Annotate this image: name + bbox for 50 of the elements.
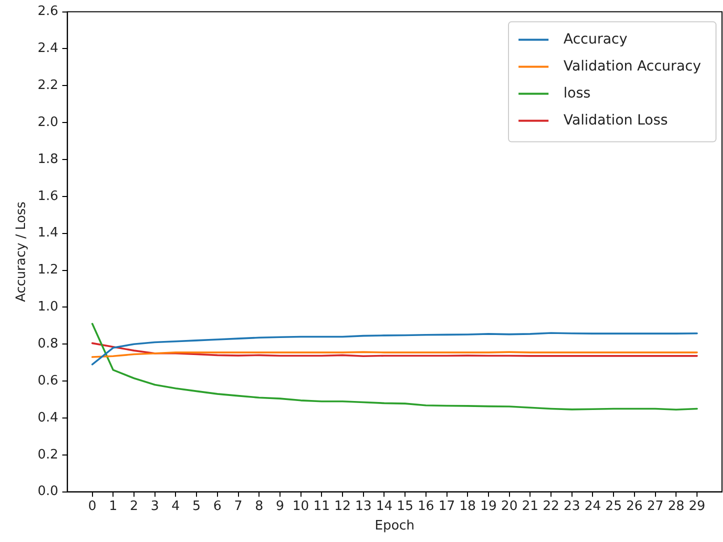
x-tick-label: 18 bbox=[459, 498, 476, 514]
legend-label: Validation Loss bbox=[564, 112, 668, 128]
y-tick-label: 0.2 bbox=[38, 447, 58, 462]
x-tick-label: 27 bbox=[647, 498, 664, 514]
y-tick-label: 1.6 bbox=[38, 188, 58, 204]
x-tick-label: 29 bbox=[688, 498, 706, 514]
x-tick-label: 23 bbox=[564, 498, 580, 514]
y-tick-label: 1.2 bbox=[38, 262, 58, 278]
x-tick-label: 22 bbox=[542, 498, 560, 514]
x-tick-label: 13 bbox=[355, 498, 372, 514]
y-tick-label: 2.6 bbox=[38, 4, 58, 20]
y-tick-label: 1.8 bbox=[38, 152, 58, 167]
legend-label: Validation Accuracy bbox=[564, 58, 701, 74]
x-tick-label: 26 bbox=[626, 498, 643, 514]
y-tick-label: 0.0 bbox=[38, 484, 58, 500]
x-tick-label: 21 bbox=[522, 498, 538, 514]
y-tick-label: 0.8 bbox=[38, 336, 58, 352]
x-tick-label: 12 bbox=[334, 498, 351, 514]
x-tick-label: 15 bbox=[396, 498, 414, 514]
x-tick-label: 5 bbox=[192, 498, 201, 514]
y-tick-label: 2.0 bbox=[38, 114, 58, 130]
x-tick-label: 1 bbox=[109, 498, 118, 514]
y-axis-title: Accuracy / Loss bbox=[14, 201, 30, 302]
x-tick-label: 16 bbox=[418, 498, 434, 514]
x-tick-label: 17 bbox=[438, 498, 456, 514]
x-tick-label: 0 bbox=[88, 498, 96, 514]
legend-label: Accuracy bbox=[564, 31, 628, 48]
x-tick-label: 14 bbox=[376, 498, 392, 514]
x-tick-label: 11 bbox=[313, 498, 330, 514]
x-tick-label: 25 bbox=[605, 498, 622, 514]
legend-label: loss bbox=[564, 85, 591, 102]
x-tick-label: 19 bbox=[480, 498, 497, 514]
x-tick-label: 28 bbox=[668, 498, 684, 514]
x-axis-title: Epoch bbox=[374, 518, 415, 534]
y-tick-label: 2.4 bbox=[38, 41, 58, 56]
x-tick-label: 7 bbox=[234, 498, 242, 514]
y-tick-label: 0.4 bbox=[38, 410, 58, 426]
x-tick-label: 4 bbox=[172, 498, 180, 514]
x-tick-label: 20 bbox=[501, 498, 518, 514]
y-tick-label: 2.2 bbox=[38, 78, 58, 94]
x-tick-label: 10 bbox=[292, 498, 310, 514]
x-tick-label: 2 bbox=[130, 498, 138, 514]
y-tick-label: 1.0 bbox=[38, 300, 58, 315]
x-tick-label: 3 bbox=[150, 498, 159, 514]
y-tick-label: 1.4 bbox=[38, 226, 58, 241]
x-tick-label: 6 bbox=[213, 498, 222, 514]
x-tick-label: 24 bbox=[584, 498, 601, 514]
x-tick-label: 9 bbox=[276, 498, 284, 514]
x-tick-label: 8 bbox=[254, 498, 264, 514]
y-tick-label: 0.6 bbox=[38, 373, 58, 388]
